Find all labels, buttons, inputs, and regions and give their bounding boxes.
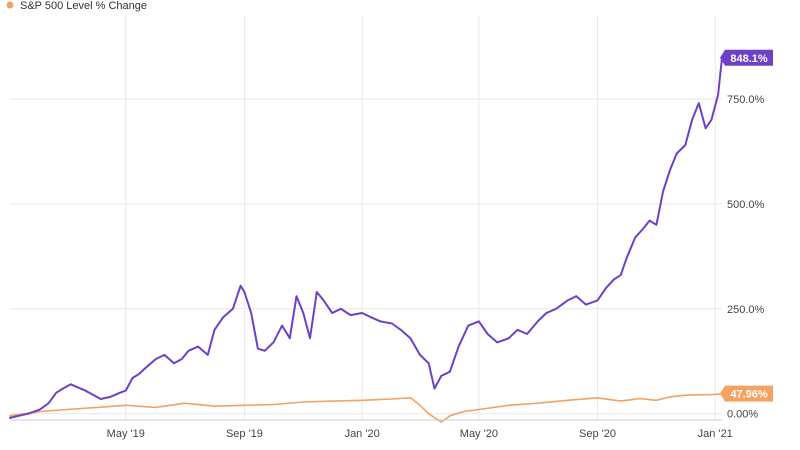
legend-marker-icon bbox=[6, 1, 14, 9]
end-labels: 848.1% 47.96% bbox=[720, 49, 773, 402]
axes: 0.00% 250.0% 500.0% 750.0% May '19 Sep '19 Jan… bbox=[10, 94, 765, 440]
x-tick-label: Jan '21 bbox=[698, 428, 733, 440]
grid bbox=[10, 15, 722, 420]
x-tick-label: May '20 bbox=[460, 428, 498, 440]
legend-label: S&P 500 Level % Change bbox=[20, 0, 147, 12]
end-label-value: 848.1% bbox=[730, 53, 768, 65]
end-value-label-0: 848.1% bbox=[720, 49, 773, 66]
end-label-flag bbox=[720, 49, 773, 66]
end-label-value: 47.96% bbox=[730, 389, 768, 401]
x-tick-label: Sep '19 bbox=[226, 428, 263, 440]
y-tick-label: 500.0% bbox=[727, 199, 765, 211]
end-label-flag bbox=[720, 385, 773, 402]
series-line-1[interactable] bbox=[9, 392, 723, 423]
x-tick-label: May '19 bbox=[107, 428, 145, 440]
legend[interactable]: S&P 500 Level % Change bbox=[6, 0, 148, 12]
series-line-0[interactable] bbox=[9, 56, 723, 419]
y-tick-label: 750.0% bbox=[727, 94, 765, 106]
y-tick-label: 0.00% bbox=[727, 409, 758, 421]
y-tick-label: 250.0% bbox=[727, 304, 765, 316]
end-value-label-1: 47.96% bbox=[720, 385, 773, 402]
x-tick-label: Jan '20 bbox=[345, 428, 380, 440]
series-lines bbox=[9, 56, 723, 423]
x-tick-label: Sep '20 bbox=[579, 428, 616, 440]
